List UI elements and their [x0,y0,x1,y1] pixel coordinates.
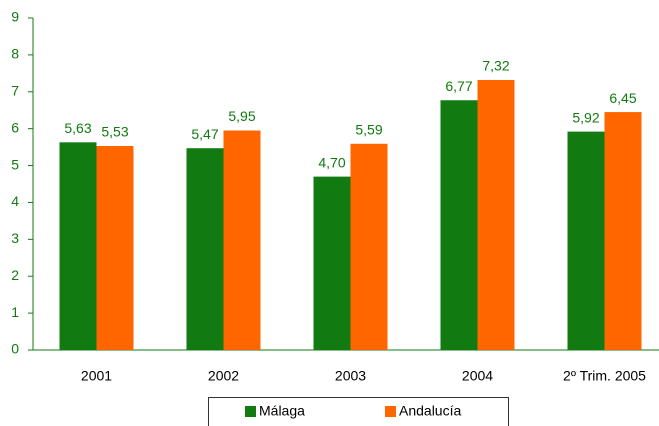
bar [96,146,134,350]
bar [567,131,605,350]
value-label: 5,47 [191,126,218,142]
x-tick-label: 2002 [208,368,239,384]
bar [350,143,388,350]
value-label: 5,92 [572,109,599,125]
bar [186,148,224,350]
y-tick-label: 5 [11,156,19,172]
value-label: 5,59 [355,121,382,137]
bar [223,130,261,350]
x-tick-label: 2º Trim. 2005 [563,368,646,384]
bar [477,79,515,351]
bar [604,112,642,350]
y-tick-label: 1 [11,304,19,320]
value-label: 5,53 [101,124,128,140]
y-tick-label: 4 [11,193,19,209]
legend-box [208,397,509,426]
value-label: 5,63 [64,120,91,136]
bar [313,176,351,350]
legend-swatch [245,406,256,417]
legend-label: Málaga [259,403,305,419]
y-tick-label: 9 [11,9,19,25]
y-tick-label: 6 [11,119,19,135]
y-tick-label: 2 [11,267,19,283]
value-label: 7,32 [482,58,509,74]
value-label: 6,77 [445,78,472,94]
legend-label: Andalucía [399,403,461,419]
x-tick-label: 2001 [81,368,112,384]
bar [59,142,97,350]
legend-swatch [385,406,396,417]
y-tick-label: 7 [11,82,19,98]
x-tick-label: 2004 [462,368,493,384]
value-label: 4,70 [318,154,345,170]
bar [440,100,478,350]
y-tick-label: 3 [11,230,19,246]
value-label: 5,95 [228,108,255,124]
y-tick-label: 8 [11,46,19,62]
x-tick-label: 2003 [335,368,366,384]
y-tick-label: 0 [11,341,19,357]
value-label: 6,45 [609,90,636,106]
